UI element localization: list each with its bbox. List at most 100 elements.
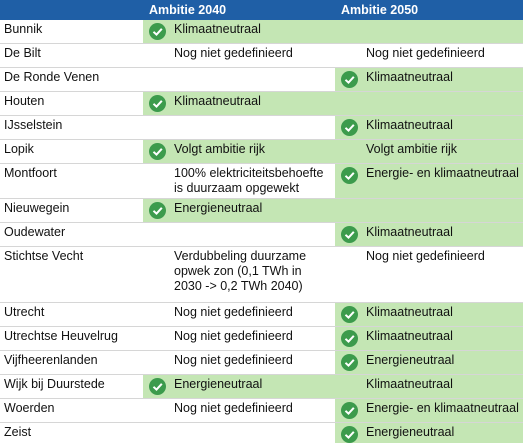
- ambition-text: Volgt ambitie rijk: [174, 142, 266, 156]
- ambition-cell: Volgt ambitie rijk: [143, 139, 335, 164]
- ambition-text: Klimaatneutraal: [366, 305, 453, 319]
- municipality-cell: Wijk bij Duurstede: [0, 374, 143, 399]
- check-icon: [341, 306, 358, 323]
- municipality-cell: Montfoort: [0, 163, 143, 199]
- header-row: Ambitie 2040 Ambitie 2050: [0, 0, 523, 20]
- header-cell: [0, 0, 143, 20]
- ambition-text: Energieneutraal: [174, 201, 263, 215]
- table-row: Montfoort 100% elektriciteitsbehoefte is …: [0, 163, 523, 199]
- header-cell: Ambitie 2050: [335, 0, 523, 20]
- check-icon: [149, 23, 166, 40]
- table-row: Woerden Nog niet gedefinieerd Energie- en …: [0, 398, 523, 423]
- ambition-cell: [335, 20, 523, 44]
- ambition-cell: Energieneutraal: [143, 198, 335, 223]
- municipality-cell: Houten: [0, 91, 143, 116]
- ambition-text: Nog niet gedefinieerd: [366, 46, 485, 60]
- ambition-text: Klimaatneutraal: [174, 94, 261, 108]
- table-row: Vijfheerenlanden Nog niet gedefinieerd Ene…: [0, 350, 523, 375]
- ambition-text: Nog niet gedefinieerd: [174, 401, 293, 415]
- municipality-cell: De Bilt: [0, 43, 143, 68]
- ambition-text: Nog niet gedefinieerd: [174, 46, 293, 60]
- ambition-cell: Volgt ambitie rijk: [335, 139, 523, 164]
- table-row: Utrechtse Heuvelrug Nog niet gedefinieerd…: [0, 326, 523, 351]
- check-icon: [341, 71, 358, 88]
- table-row: Houten Klimaatneutraal: [0, 91, 523, 116]
- municipality-cell: Woerden: [0, 398, 143, 423]
- municipality-cell: Utrecht: [0, 302, 143, 327]
- ambition-cell: Klimaatneutraal: [335, 326, 523, 351]
- header-cell: Ambitie 2040: [143, 0, 335, 20]
- ambition-cell: Energie- en klimaatneutraal: [335, 163, 523, 199]
- ambition-text: Nog niet gedefinieerd: [174, 305, 293, 319]
- ambition-cell: Energieneutraal: [335, 350, 523, 375]
- table-row: De Ronde Venen Klimaatneutraal: [0, 67, 523, 92]
- table-body: Bunnik Klimaatneutraal De Bilt Nog niet ged…: [0, 20, 523, 443]
- municipality-cell: IJsselstein: [0, 115, 143, 140]
- check-icon: [341, 167, 358, 184]
- ambition-text: Volgt ambitie rijk: [366, 142, 458, 156]
- ambition-text: Energieneutraal: [366, 425, 455, 439]
- table-row: De Bilt Nog niet gedefinieerd Nog niet ged…: [0, 43, 523, 68]
- ambition-cell: Nog niet gedefinieerd: [143, 350, 335, 375]
- ambition-text: Klimaatneutraal: [366, 329, 453, 343]
- ambition-text: Verdubbeling duurzame opwek zon (0,1 TWh…: [174, 249, 307, 293]
- ambition-cell: Nog niet gedefinieerd: [335, 246, 523, 303]
- ambition-text: Energieneutraal: [366, 353, 455, 367]
- municipality-cell: De Ronde Venen: [0, 67, 143, 92]
- ambition-cell: [335, 91, 523, 116]
- table-row: Nieuwegein Energieneutraal: [0, 198, 523, 223]
- ambition-text: Nog niet gedefinieerd: [174, 329, 293, 343]
- municipality-cell: Utrechtse Heuvelrug: [0, 326, 143, 351]
- check-icon: [149, 143, 166, 160]
- ambition-cell: [143, 222, 335, 247]
- ambition-cell: Nog niet gedefinieerd: [335, 43, 523, 68]
- check-icon: [341, 119, 358, 136]
- ambition-text: 100% elektriciteitsbehoefte is duurzaam …: [174, 166, 324, 195]
- ambition-text: Energie- en klimaatneutraal: [366, 401, 519, 415]
- ambition-text: Nog niet gedefinieerd: [366, 249, 485, 263]
- ambition-cell: Klimaatneutraal: [335, 67, 523, 92]
- table-row: Bunnik Klimaatneutraal: [0, 20, 523, 44]
- check-icon: [149, 378, 166, 395]
- check-icon: [149, 202, 166, 219]
- check-icon: [341, 402, 358, 419]
- ambition-cell: 100% elektriciteitsbehoefte is duurzaam …: [143, 163, 335, 199]
- table-row: Oudewater Klimaatneutraal: [0, 222, 523, 247]
- ambition-cell: Klimaatneutraal: [335, 115, 523, 140]
- municipality-cell: Oudewater: [0, 222, 143, 247]
- ambition-cell: [143, 67, 335, 92]
- municipality-cell: Lopik: [0, 139, 143, 164]
- ambition-cell: Nog niet gedefinieerd: [143, 302, 335, 327]
- check-icon: [149, 95, 166, 112]
- table-row: Stichtse Vecht Verdubbeling duurzame opwe…: [0, 246, 523, 303]
- municipality-cell: Bunnik: [0, 20, 143, 44]
- ambition-cell: Energie- en klimaatneutraal: [335, 398, 523, 423]
- ambition-cell: Klimaatneutraal: [335, 302, 523, 327]
- ambition-cell: Klimaatneutraal: [335, 222, 523, 247]
- ambition-cell: Klimaatneutraal: [335, 374, 523, 399]
- ambition-cell: [335, 198, 523, 223]
- ambition-cell: Nog niet gedefinieerd: [143, 43, 335, 68]
- ambition-cell: Energieneutraal: [335, 422, 523, 443]
- municipality-cell: Zeist: [0, 422, 143, 443]
- ambition-cell: Nog niet gedefinieerd: [143, 398, 335, 423]
- ambition-cell: Klimaatneutraal: [143, 20, 335, 44]
- check-icon: [341, 354, 358, 371]
- table-row: IJsselstein Klimaatneutraal: [0, 115, 523, 140]
- ambition-text: Klimaatneutraal: [366, 118, 453, 132]
- ambition-text: Klimaatneutraal: [366, 225, 453, 239]
- table-row: Lopik Volgt ambitie rijk Volgt ambitie rij…: [0, 139, 523, 164]
- ambition-text: Energie- en klimaatneutraal: [366, 166, 519, 180]
- ambition-text: Energieneutraal: [174, 377, 263, 391]
- ambition-cell: Nog niet gedefinieerd: [143, 326, 335, 351]
- check-icon: [341, 330, 358, 347]
- municipality-cell: Vijfheerenlanden: [0, 350, 143, 375]
- municipality-cell: Nieuwegein: [0, 198, 143, 223]
- table-row: Zeist Energieneutraal: [0, 422, 523, 443]
- ambition-cell: Energieneutraal: [143, 374, 335, 399]
- ambition-cell: Verdubbeling duurzame opwek zon (0,1 TWh…: [143, 246, 335, 303]
- municipality-cell: Stichtse Vecht: [0, 246, 143, 303]
- table-row: Utrecht Nog niet gedefinieerd Klimaatneutr…: [0, 302, 523, 327]
